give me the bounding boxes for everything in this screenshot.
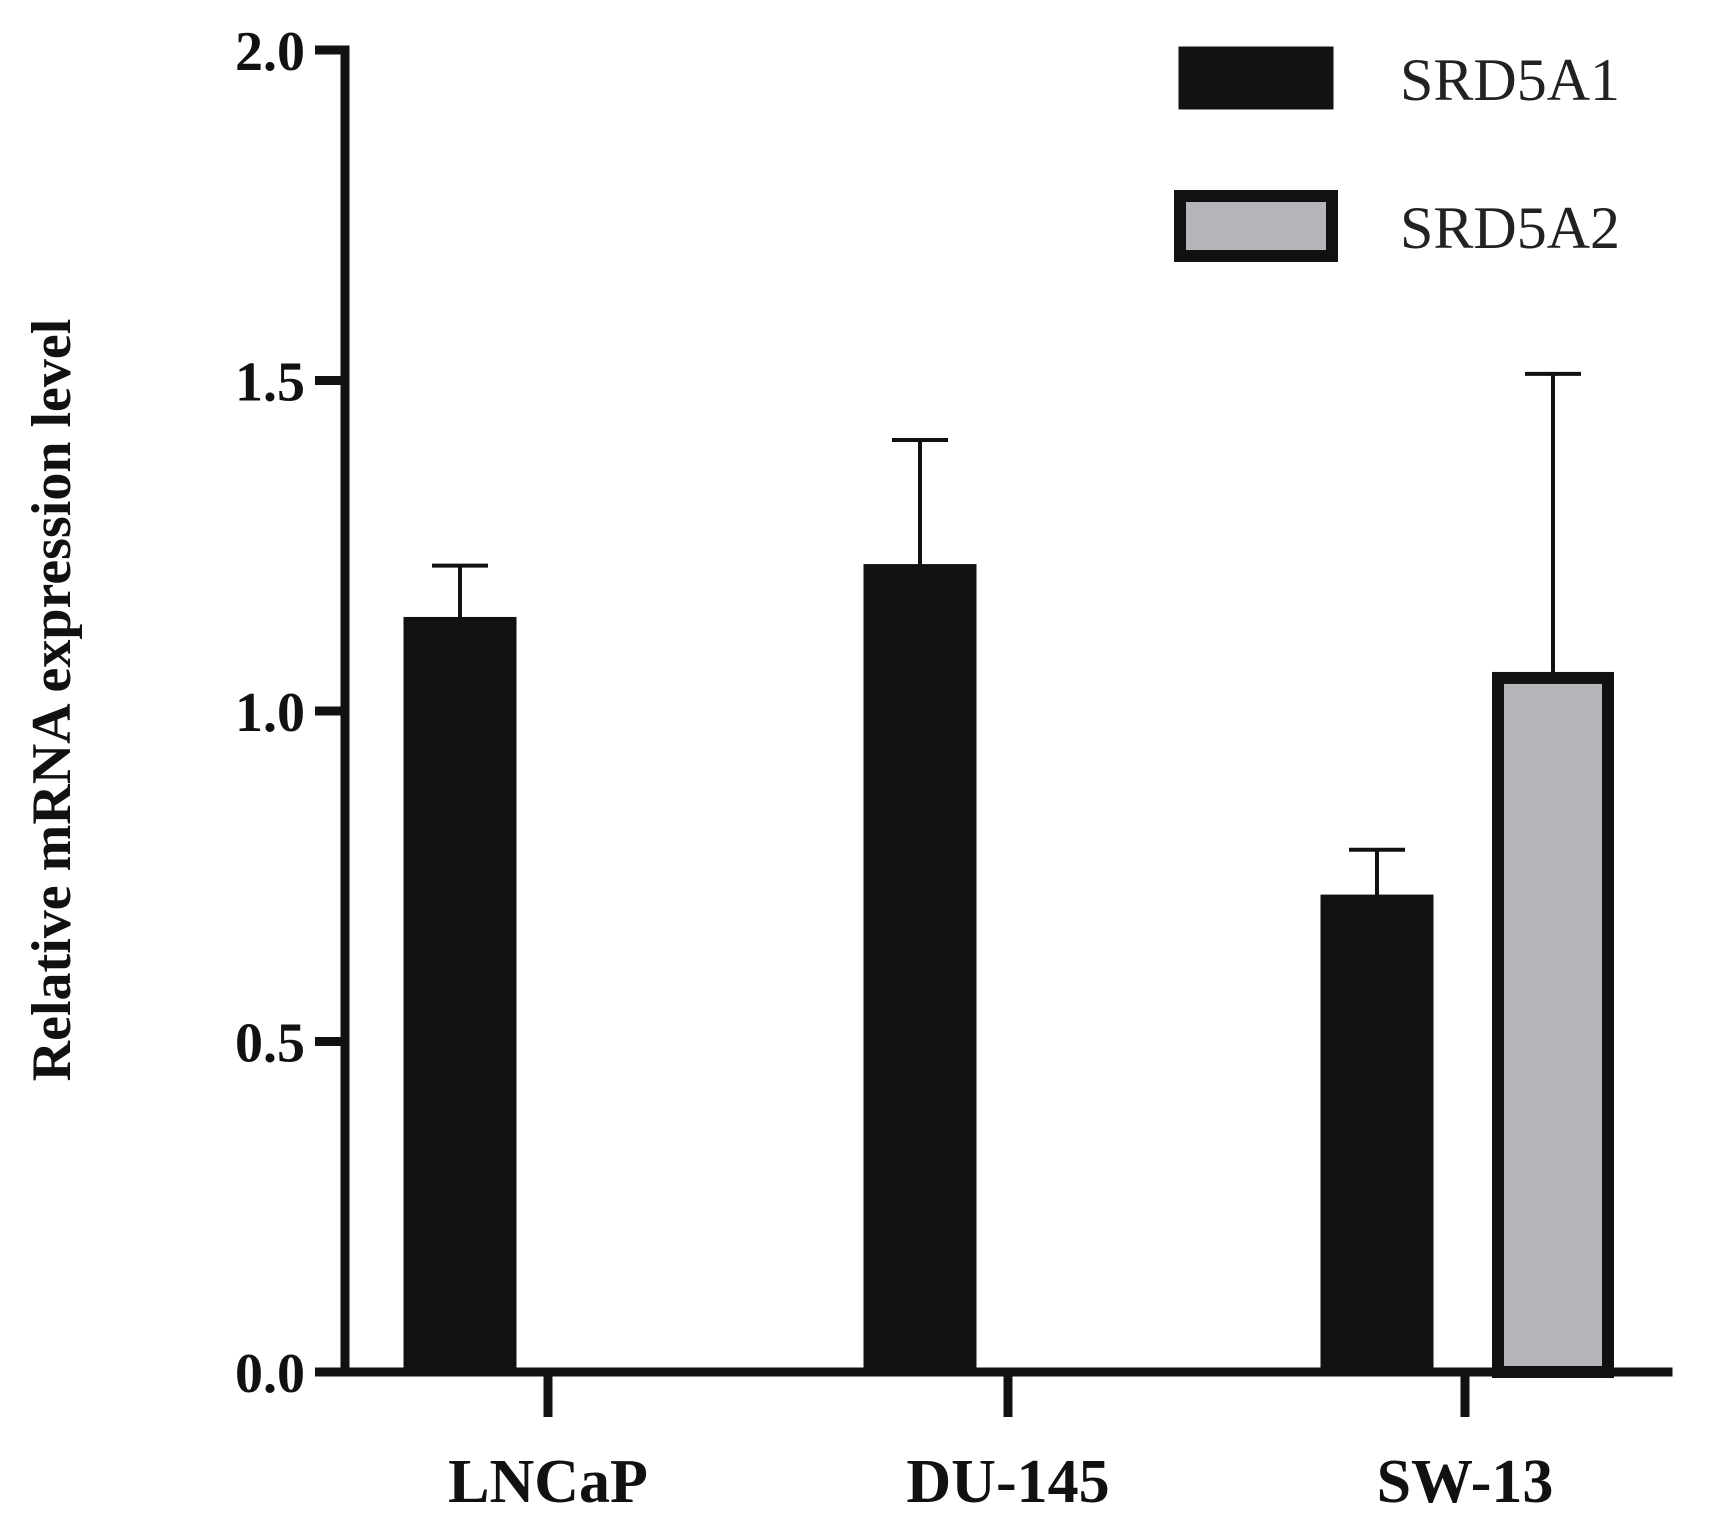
bar-srd5a1-sw-13 — [1320, 894, 1434, 1374]
error-bars-layer — [432, 371, 1581, 897]
legend-swatch-srd5a2 — [1174, 190, 1338, 262]
bar-srd5a2-sw-13 — [1492, 671, 1614, 1378]
x-tick-label: DU-145 — [906, 1448, 1109, 1516]
y-tick-label: 2.0 — [235, 21, 305, 83]
x-tick-label: LNCaP — [448, 1448, 648, 1516]
legend-swatch-srd5a1 — [1178, 46, 1334, 110]
bar-srd5a1-lncap — [403, 616, 517, 1374]
legend-label-srd5a1: SRD5A1 — [1400, 47, 1620, 113]
legend: SRD5A1 SRD5A2 — [1174, 46, 1620, 262]
y-tick-label: 0.5 — [235, 1013, 305, 1075]
bars-layer — [403, 564, 1614, 1378]
x-ticks-layer: LNCaP DU-145 SW-13 — [448, 1372, 1553, 1516]
y-tick-label: 0.0 — [235, 1343, 305, 1405]
legend-label-srd5a2: SRD5A2 — [1400, 195, 1620, 261]
y-axis-title: Relative mRNA expression level — [21, 319, 83, 1082]
y-tick-label: 1.0 — [235, 682, 305, 744]
x-tick-label: SW-13 — [1377, 1448, 1554, 1516]
y-ticks-layer: 0.0 0.5 1.0 1.5 2.0 — [235, 21, 345, 1405]
bar-srd5a1-du-145 — [863, 564, 977, 1374]
y-tick-label: 1.5 — [235, 352, 305, 414]
